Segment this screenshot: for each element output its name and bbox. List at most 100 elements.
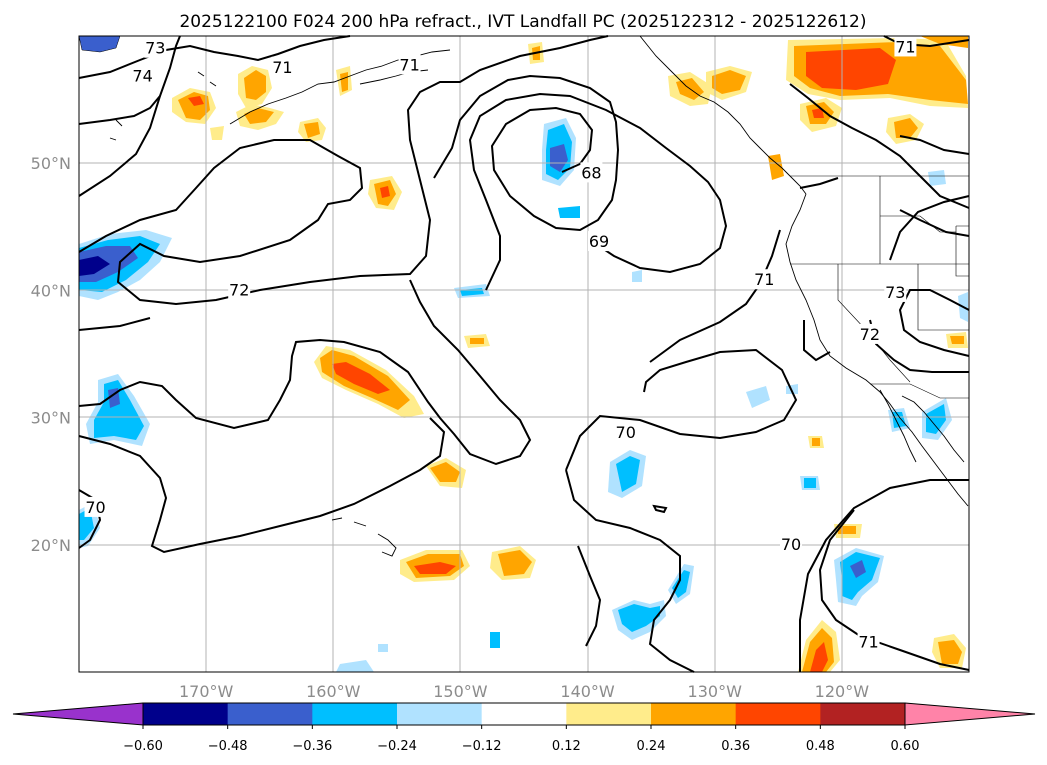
contour-line-70 bbox=[565, 348, 798, 471]
contour-label: 68 bbox=[581, 163, 601, 182]
positive-anomaly-region bbox=[812, 438, 820, 446]
contour-line-72 bbox=[78, 35, 609, 306]
contour-label: 72 bbox=[229, 280, 249, 299]
hawaii-islands-coastline bbox=[331, 517, 397, 557]
colorbar-segment bbox=[735, 703, 821, 725]
colorbar-tick-label: −0.48 bbox=[208, 739, 248, 754]
west-coast-coastline bbox=[785, 193, 969, 507]
positive-anomaly-region bbox=[810, 642, 828, 672]
negative-anomaly-region bbox=[926, 404, 946, 434]
lon-tick-label: 160°W bbox=[306, 682, 361, 701]
lon-tick-label: 120°W bbox=[815, 682, 870, 701]
contour-line bbox=[899, 135, 970, 155]
contour-label: 71 bbox=[858, 633, 878, 652]
positive-anomaly-region bbox=[414, 562, 456, 574]
contour-label: 74 bbox=[132, 67, 152, 86]
contour-label: 70 bbox=[781, 535, 801, 554]
lon-tick-label: 150°W bbox=[433, 682, 488, 701]
positive-anomaly-region bbox=[332, 362, 390, 394]
colorbar-tick-label: 0.12 bbox=[552, 739, 581, 754]
contour-line bbox=[889, 195, 970, 261]
positive-anomaly-region bbox=[340, 72, 348, 92]
colorbar-tick-label: −0.24 bbox=[377, 739, 417, 754]
negative-anomaly-region bbox=[336, 660, 374, 672]
positive-anomaly-region bbox=[920, 36, 968, 48]
contour-line-71 bbox=[649, 229, 781, 363]
colorbar-extend-high bbox=[904, 702, 1036, 726]
lon-tick-label: 130°W bbox=[688, 682, 743, 701]
negative-anomaly-region bbox=[79, 256, 110, 276]
colorbar-tick-label: −0.36 bbox=[292, 739, 332, 754]
colorbar-segment bbox=[312, 703, 398, 725]
lon-tick-label: 170°W bbox=[179, 682, 234, 701]
contour-line-70 bbox=[799, 479, 969, 672]
negative-anomaly-region bbox=[550, 144, 568, 172]
contour-label: 71 bbox=[272, 58, 292, 77]
contour-line bbox=[78, 35, 181, 197]
contour-line-70 bbox=[78, 489, 102, 549]
chart-title: 2025122100 F024 200 hPa refract., IVT La… bbox=[179, 12, 866, 32]
negative-anomaly-region bbox=[94, 380, 144, 440]
state-border bbox=[955, 225, 969, 277]
contour-line bbox=[799, 177, 839, 189]
contour-label-bg bbox=[780, 533, 802, 554]
state-border bbox=[917, 264, 969, 331]
contour-label-bg bbox=[271, 56, 294, 77]
positive-anomaly-region bbox=[244, 108, 274, 124]
contour-label: 70 bbox=[85, 498, 105, 517]
contour-label-bg bbox=[884, 281, 907, 302]
negative-anomaly-region bbox=[618, 604, 660, 632]
positive-anomaly-region bbox=[430, 462, 460, 482]
gulf-of-alaska-coastline bbox=[639, 35, 807, 195]
contour-label-bg bbox=[144, 37, 167, 58]
contour-label: 71 bbox=[754, 270, 774, 289]
negative-anomaly-region bbox=[558, 206, 580, 218]
contour-label: 70 bbox=[616, 423, 636, 442]
contour-line-70 bbox=[468, 92, 728, 291]
contour-labels: 73 74 71 71 68 69 72 71 73 72 70 70 70 71 71 bbox=[84, 36, 917, 652]
contour-line-71 bbox=[818, 509, 970, 671]
positive-anomaly-region bbox=[304, 122, 320, 138]
contour-line-73 bbox=[898, 289, 970, 357]
positive-anomaly-region bbox=[210, 126, 224, 140]
contour-line-71 bbox=[789, 83, 970, 209]
colorbar: −0.60 −0.48 −0.36 −0.24 −0.12 0.12 0.24 0.36 0.4… bbox=[12, 702, 1036, 754]
contour-label: 73 bbox=[145, 39, 165, 58]
contour-line bbox=[78, 317, 151, 331]
colorbar-segment bbox=[397, 703, 483, 725]
contour-label-bg bbox=[894, 36, 917, 57]
colorbar-tick-label: 0.36 bbox=[721, 739, 750, 754]
colorbar-tick-label: 0.48 bbox=[806, 739, 835, 754]
negative-anomaly-region bbox=[672, 570, 690, 598]
contour-line bbox=[652, 504, 668, 514]
contour-label: 72 bbox=[860, 325, 880, 344]
map-frame bbox=[78, 35, 970, 673]
contour-line-70 bbox=[78, 417, 446, 554]
colorbar-tick-label: −0.60 bbox=[123, 739, 163, 754]
positive-anomaly-region bbox=[806, 48, 896, 90]
contour-label-bg bbox=[753, 269, 776, 290]
contour-label-bg bbox=[614, 421, 637, 442]
contour-line bbox=[577, 545, 602, 647]
colorbar-segment bbox=[651, 703, 737, 725]
negative-anomaly-region bbox=[632, 270, 642, 282]
negative-anomaly-region bbox=[850, 560, 866, 578]
colorbar-tick-label: 0.24 bbox=[637, 739, 666, 754]
contour-line bbox=[899, 209, 970, 237]
negative-anomaly-region bbox=[616, 456, 640, 492]
us-mexico-border bbox=[870, 383, 969, 399]
lat-tick-label: 20°N bbox=[31, 536, 71, 555]
longitude-axis: 170°W 160°W 150°W 140°W 130°W 120°W bbox=[179, 682, 869, 701]
colorbar-tick-label: −0.12 bbox=[462, 739, 502, 754]
colorbar-segment bbox=[481, 703, 567, 725]
positive-anomaly-region bbox=[950, 336, 964, 344]
contour-line bbox=[565, 469, 695, 673]
contour-label: 71 bbox=[399, 55, 419, 74]
contour-label: 71 bbox=[895, 37, 915, 56]
colorbar-segment bbox=[227, 703, 313, 725]
contour-label: 73 bbox=[885, 283, 905, 302]
latitude-axis: 50°N 40°N 30°N 20°N bbox=[31, 154, 71, 555]
gulf-of-california-coastline bbox=[901, 395, 965, 463]
contour-label-bg bbox=[228, 279, 251, 300]
